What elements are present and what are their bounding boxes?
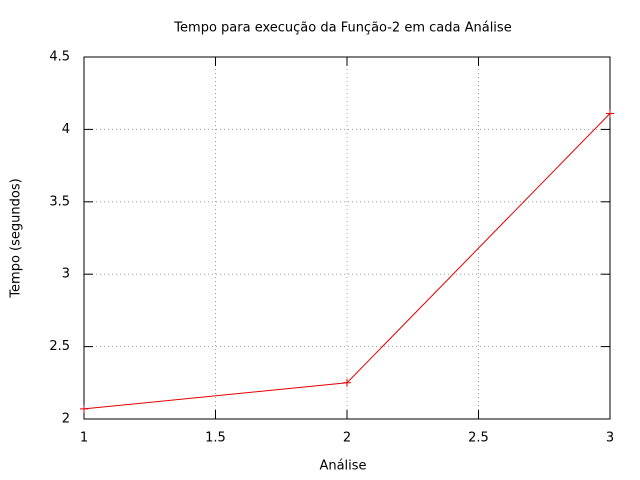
point-marker: [80, 404, 88, 413]
y-tick-label: 3.5: [49, 194, 70, 209]
x-axis-label: Análise: [319, 459, 366, 474]
y-tick-label: 4.5: [49, 50, 70, 65]
x-tick-label: 1: [80, 431, 88, 446]
y-tick-label: 4: [62, 122, 70, 137]
x-tick-label: 2: [343, 431, 351, 446]
chart-title: Tempo para execução da Função-2 em cada …: [173, 21, 511, 36]
x-tick-label: 2.5: [468, 431, 489, 446]
point-marker: [606, 109, 614, 118]
y-axis-label: Tempo (segundos): [9, 178, 24, 298]
x-tick-label: 3: [606, 431, 614, 446]
point-marker: [343, 378, 351, 387]
x-tick-label: 1.5: [205, 431, 226, 446]
y-tick-label: 2.5: [49, 339, 70, 354]
plot-border: [83, 56, 611, 420]
y-tick-label: 3: [62, 267, 70, 282]
y-tick-label: 2: [62, 412, 70, 427]
